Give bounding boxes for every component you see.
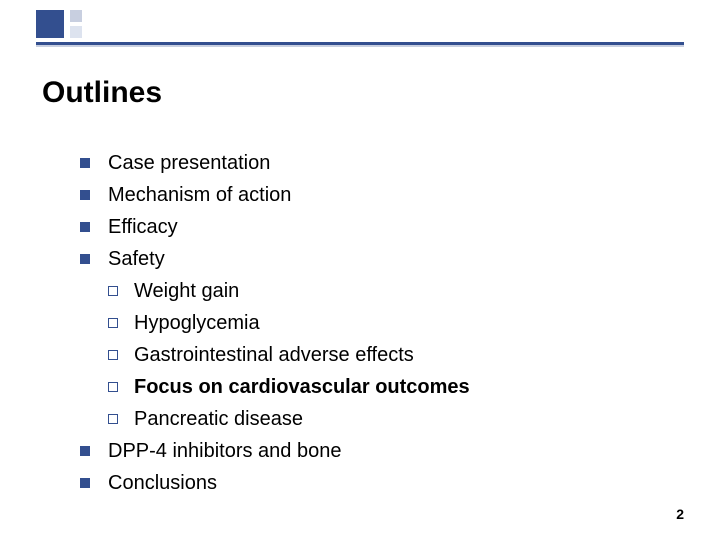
list-item-label: Safety bbox=[108, 246, 165, 273]
list-item-label: DPP-4 inhibitors and bone bbox=[108, 438, 341, 465]
sublist-item: Hypoglycemia bbox=[108, 310, 470, 337]
list-item: DPP-4 inhibitors and bone bbox=[80, 438, 470, 465]
outline-list: Case presentation Mechanism of action Effi… bbox=[80, 150, 470, 502]
page-title: Outlines bbox=[42, 76, 162, 110]
sublist-item-label: Gastrointestinal adverse effects bbox=[134, 342, 414, 369]
sublist-item: Pancreatic disease bbox=[108, 406, 470, 433]
square-bullet-icon bbox=[80, 190, 90, 200]
open-square-bullet-icon bbox=[108, 318, 118, 328]
list-item: Efficacy bbox=[80, 214, 470, 241]
list-item-label: Case presentation bbox=[108, 150, 270, 177]
sublist-item-label: Hypoglycemia bbox=[134, 310, 260, 337]
accent-square-small-2 bbox=[70, 26, 82, 38]
open-square-bullet-icon bbox=[108, 350, 118, 360]
open-square-bullet-icon bbox=[108, 382, 118, 392]
list-item: Safety bbox=[80, 246, 470, 273]
list-item-label: Mechanism of action bbox=[108, 182, 291, 209]
header-decoration bbox=[0, 0, 720, 50]
open-square-bullet-icon bbox=[108, 286, 118, 296]
list-item: Conclusions bbox=[80, 470, 470, 497]
list-item: Case presentation bbox=[80, 150, 470, 177]
square-bullet-icon bbox=[80, 478, 90, 488]
sublist-item-label: Focus on cardiovascular outcomes bbox=[134, 374, 470, 401]
square-bullet-icon bbox=[80, 446, 90, 456]
sublist-item: Gastrointestinal adverse effects bbox=[108, 342, 470, 369]
list-item: Mechanism of action bbox=[80, 182, 470, 209]
divider-light bbox=[36, 45, 684, 47]
accent-square-small-1 bbox=[70, 10, 82, 22]
sublist-item: Focus on cardiovascular outcomes bbox=[108, 374, 470, 401]
sublist-item-label: Weight gain bbox=[134, 278, 239, 305]
sublist: Weight gain Hypoglycemia Gastrointestinal … bbox=[108, 278, 470, 433]
list-item-label: Efficacy bbox=[108, 214, 178, 241]
accent-square-large bbox=[36, 10, 64, 38]
sublist-item: Weight gain bbox=[108, 278, 470, 305]
square-bullet-icon bbox=[80, 254, 90, 264]
sublist-item-label: Pancreatic disease bbox=[134, 406, 303, 433]
open-square-bullet-icon bbox=[108, 414, 118, 424]
square-bullet-icon bbox=[80, 158, 90, 168]
square-bullet-icon bbox=[80, 222, 90, 232]
page-number: 2 bbox=[676, 506, 684, 522]
list-item-label: Conclusions bbox=[108, 470, 217, 497]
